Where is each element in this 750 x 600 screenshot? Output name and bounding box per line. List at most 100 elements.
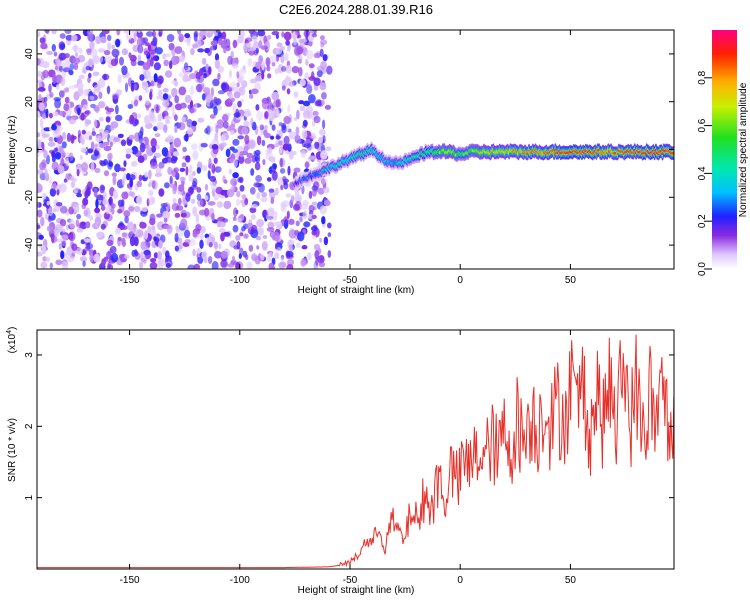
spectrogram-noise-cell <box>192 177 198 187</box>
spectrogram-noise-cell <box>55 238 63 243</box>
spectrogram-noise-cell <box>82 197 89 206</box>
spectrogram-noise-cell <box>251 253 258 262</box>
spectrogram-y-label: Frequency (Hz) <box>7 116 18 185</box>
spectrogram-noise-cell <box>148 182 153 187</box>
spectrogram-noise-cell <box>125 33 133 41</box>
x-tick-label: 50 <box>565 275 577 286</box>
spectrogram-noise-cell <box>95 198 99 209</box>
spectrogram-noise-cell <box>261 139 266 147</box>
spectrogram-noise-cell <box>211 181 217 191</box>
spectrogram-noise-cell <box>148 109 155 119</box>
spectrogram-noise-cell <box>63 178 67 183</box>
spectrogram-noise-cell <box>192 150 199 160</box>
spectrogram-noise-cell <box>40 261 48 269</box>
spectrogram-noise-cell <box>327 250 332 258</box>
spectrogram-noise-cell <box>141 207 148 213</box>
spectrogram-noise-cell <box>68 206 74 215</box>
spectrogram-noise-cell <box>255 104 260 111</box>
spectrogram-noise-cell <box>230 178 238 187</box>
spectrogram-noise-cell <box>312 110 319 117</box>
spectrogram-noise-cell <box>166 135 175 143</box>
spectrogram-noise-cell <box>150 138 157 148</box>
spectrogram-noise-cell <box>115 38 121 48</box>
spectrogram-noise-cell <box>235 235 241 241</box>
x-tick-label: -100 <box>230 575 250 586</box>
spectrogram-noise-cell <box>162 246 167 255</box>
spectrogram-noise-cell <box>250 88 259 95</box>
spectrogram-noise-cell <box>244 157 252 164</box>
spectrogram-noise-cell <box>68 69 74 76</box>
spectrogram-noise-cell <box>249 46 256 52</box>
spectrogram-noise-cell <box>106 251 112 260</box>
spectrogram-noise-cell <box>274 143 280 148</box>
spectrogram-noise-cell <box>136 180 143 188</box>
spectrogram-noise-cell <box>138 135 143 144</box>
spectrogram-noise-cell <box>218 243 222 250</box>
spectrogram-noise-cell <box>181 116 186 123</box>
spectrogram-noise-cell <box>73 44 78 53</box>
spectrogram-noise-cell <box>73 63 79 70</box>
spectrogram-noise-cell <box>313 115 321 124</box>
spectrogram-noise-cell <box>83 238 92 243</box>
spectrogram-noise-cell <box>280 184 284 191</box>
spectrogram-noise-cell <box>247 57 253 67</box>
spectrogram-noise-cell <box>258 40 263 49</box>
spectrogram-noise-cell <box>296 109 300 120</box>
spectrogram-noise-cell <box>229 158 235 164</box>
spectrogram-noise-cell <box>308 204 315 213</box>
spectrogram-noise-cell <box>129 114 135 124</box>
spectrogram-noise-cell <box>267 207 275 216</box>
spectrogram-noise-cell <box>106 239 114 247</box>
spectrogram-x-ticks: -150 -100 -50 0 50 <box>120 30 577 286</box>
spectrogram-noise-cell <box>92 55 100 64</box>
spectrogram-noise-cell <box>129 236 136 247</box>
spectrogram-x-label: Height of straight line (km) <box>298 285 415 296</box>
spectrogram-noise-cell <box>68 117 77 125</box>
spectrogram-noise-cell <box>115 114 123 122</box>
spectrogram-noise-cell <box>204 195 209 201</box>
spectrogram-noise-cell <box>253 150 257 157</box>
spectrogram-noise-cell <box>37 209 43 218</box>
spectrogram-noise-cell <box>58 110 67 116</box>
spectrogram-noise-cell <box>301 129 308 140</box>
spectrogram-noise-cell <box>236 241 241 250</box>
spectrogram-noise-cell <box>232 216 237 221</box>
spectrogram-noise-cell <box>307 252 312 261</box>
spectrogram-noise-cell <box>265 57 271 67</box>
spectrogram-noise-cell <box>281 200 290 208</box>
spectrogram-noise-cell <box>37 251 43 257</box>
spectrogram-noise-cell <box>283 52 289 62</box>
spectrogram-noise-cell <box>103 170 110 177</box>
spectrogram-noise-cell <box>157 114 163 122</box>
spectrogram-noise-cell <box>128 52 132 59</box>
spectrogram-noise-cell <box>288 131 297 140</box>
spectrogram-noise-cell <box>246 261 253 269</box>
snr-scale-exponent: 4 <box>6 330 13 334</box>
spectrogram-noise-cell <box>270 135 275 140</box>
spectrogram-noise-cell <box>95 194 104 201</box>
spectrogram-noise-cell <box>89 253 94 263</box>
spectrogram-noise-cell <box>261 241 268 251</box>
spectrogram-noise-cell <box>291 66 300 74</box>
spectrogram-noise-cell <box>229 129 235 136</box>
spectrogram-noise-cell <box>197 256 204 264</box>
spectrogram-noise-cell <box>121 65 128 76</box>
spectrogram-noise-cell <box>94 167 101 173</box>
spectrogram-noise-cell <box>83 209 89 217</box>
spectrogram-noise-cell <box>88 135 93 141</box>
spectrogram-noise-cell <box>216 220 221 228</box>
spectrogram-noise-cell <box>151 225 156 231</box>
spectrogram-noise-cell <box>243 233 249 239</box>
spectrogram-noise-cell <box>127 104 133 109</box>
spectrogram-noise-cell <box>222 114 229 122</box>
spectrogram-noise-cell <box>148 196 155 206</box>
spectrogram-noise-cell <box>326 65 333 75</box>
spectrogram-noise-cell <box>39 37 46 44</box>
spectrogram-noise-cell <box>251 155 257 163</box>
spectrogram-noise-cell <box>53 97 62 102</box>
spectrogram-noise-cell <box>51 124 57 131</box>
spectrogram-noise-cell <box>174 95 180 104</box>
spectrogram-noise-cell <box>162 100 170 108</box>
spectrogram-noise-cell <box>65 158 70 167</box>
spectrogram-noise-cell <box>199 30 207 38</box>
